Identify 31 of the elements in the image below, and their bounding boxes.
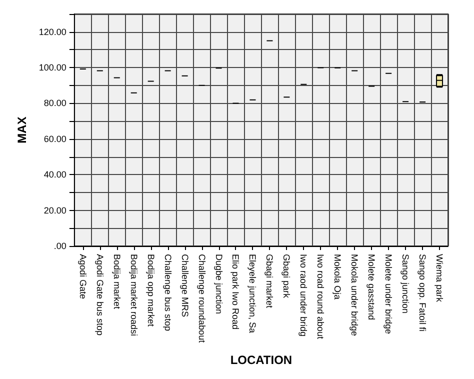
x-tick-label: Dugbe junction [214,254,224,314]
x-tick-label: Mokola Oja [332,254,343,300]
x-axis-title: LOCATION [230,353,292,367]
y-tick-label: 80.00 [44,98,66,108]
x-tick-label: Challenge bus stop [162,254,173,332]
y-axis-title: MAX [15,116,29,144]
x-tick-label: Challenge roundabout [196,254,207,344]
y-tick-label: 60.00 [44,134,66,144]
x-tick-label: Mokola under bridge [350,254,360,336]
y-tick-label: 120.00 [38,26,66,37]
x-tick-label: Iwo road round about [316,254,326,340]
x-tick-label: Bodija market roadsi [128,254,139,336]
y-tick-label: 20.00 [44,205,66,216]
x-tick-label: Sango junction [400,254,411,314]
x-tick-label: Molete gasstand [366,254,377,320]
x-tick-label: Elio park Iwo Road [230,254,241,330]
x-tick-label: Molete under bridge [384,254,394,334]
x-tick-label: Gbagi park [282,254,292,299]
y-tick-label: .00 [54,241,66,251]
y-tick-label: 100.00 [38,62,66,73]
x-tick-label: Wiema park [434,254,445,303]
x-tick-label: Gbagi market [264,254,275,309]
x-tick-label: Sango opp. Fatoil fi [418,254,428,332]
x-tick-label: Bodija opp market [146,254,156,328]
x-tick-label: Challenge MRS [180,254,190,318]
x-tick-label: Bodija market [112,254,122,310]
x-tick-label: Agodi Gate bus stop [94,254,105,336]
x-tick-label: Eleyele junction, Sa [248,254,258,334]
x-tick-label: Agodi Gate [78,254,88,300]
y-tick-label: 40.00 [44,170,66,180]
x-tick-label: Iwo raod under bridg [298,254,309,337]
